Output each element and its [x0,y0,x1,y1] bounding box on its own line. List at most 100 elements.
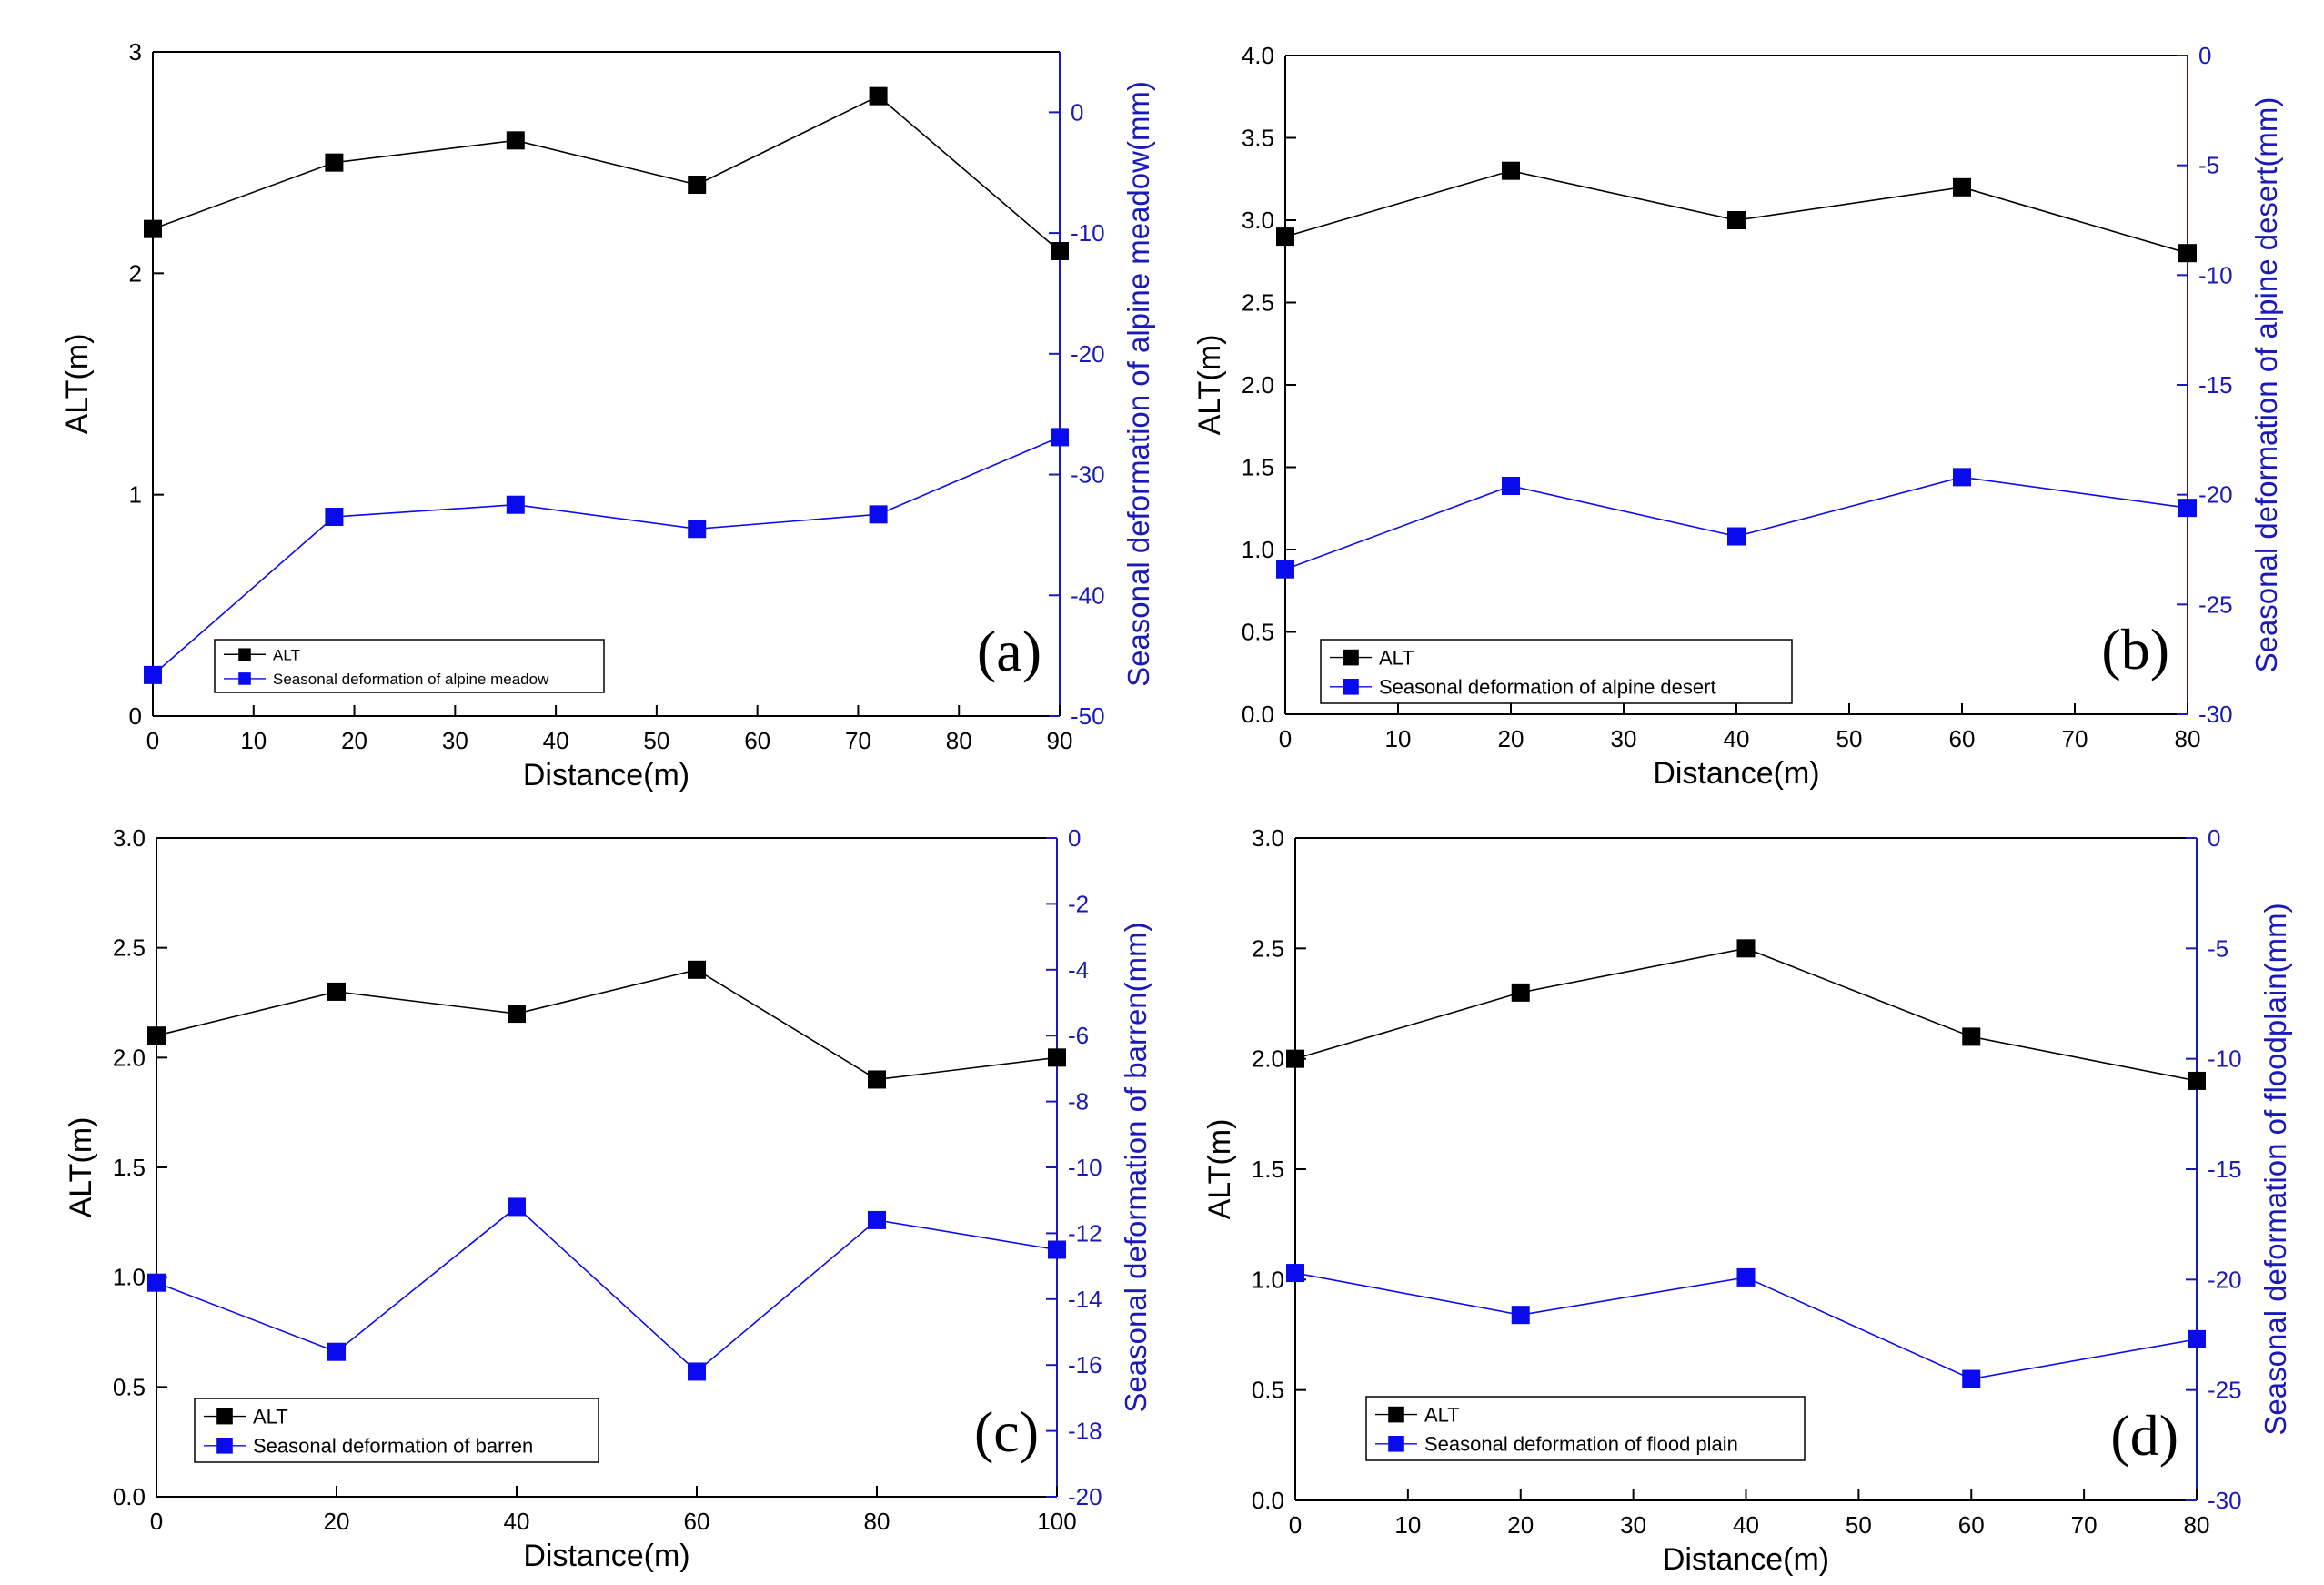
legend-marker [216,1408,233,1425]
data-point-deformation [1286,1264,1304,1283]
y-right-tick-label: -10 [1068,1154,1102,1181]
data-point-alt [1286,1049,1304,1068]
data-point-deformation [1962,1369,1981,1388]
y-right-tick-label: -10 [2208,1045,2242,1073]
data-point-alt [688,176,707,194]
data-point-deformation [688,1362,706,1381]
y-left-tick-label: 3.0 [1252,824,1284,852]
legend: ALT Seasonal deformation of flood plain [1365,1396,1806,1461]
legend-label: ALT [273,646,300,663]
y-right-tick-label: -15 [2208,1156,2242,1183]
legend-marker [238,648,251,661]
data-point-deformation [1736,1267,1756,1287]
data-point-alt [1727,211,1746,229]
x-tick-label: 70 [2062,725,2088,752]
legend-marker [1388,1436,1404,1452]
y-right-tick-label: -18 [1068,1418,1102,1445]
y-left-axis-title: ALT(m) [64,1117,98,1218]
x-tick-label: 30 [1620,1511,1646,1539]
legend-marker [216,1438,233,1454]
x-tick-label: 90 [1047,727,1073,754]
x-tick-label: 30 [1611,725,1637,752]
y-right-tick-label: -20 [1071,340,1105,368]
x-tick-label: 40 [1724,725,1750,752]
panel-label: (b) [2101,617,2169,681]
y-right-tick-label: -30 [2198,701,2233,728]
series-line-deformation [152,436,1061,676]
x-tick-label: 10 [1394,1511,1421,1539]
legend: ALT Seasonal deformation of barren [194,1398,599,1463]
y-right-tick-label: 0 [1068,824,1081,852]
y-left-tick-label: 2.0 [1252,1045,1284,1073]
y-right-tick-label: -6 [1068,1022,1089,1049]
y-right-tick-label: -5 [2198,152,2219,179]
y-right-tick-label: -10 [2198,261,2233,288]
y-right-axis-title: Seasonal deformation of floodplain(mm) [2259,903,2292,1435]
data-point-alt [327,982,346,1001]
data-point-alt [147,1026,166,1045]
y-left-tick-label: 1.0 [113,1264,146,1291]
y-left-tick-label: 0.0 [1252,1487,1284,1514]
x-tick-label: 30 [442,727,468,754]
y-right-tick-label: -2 [1068,890,1089,917]
y-left-tick-label: 0.0 [113,1483,146,1510]
chart-panel-c: 0 20 40 60 80 100 0.0 0.5 1.0 1.5 2.0 2.5 3.0 0 -2 -4 -6… [64,824,1152,1573]
y-left-tick-label: 1.5 [1252,1156,1284,1183]
x-tick-label: 0 [1289,1511,1302,1539]
legend-label: ALT [253,1406,288,1429]
y-left-tick-label: 2.0 [1242,371,1274,399]
data-point-alt [144,219,162,238]
y-left-tick-label: 1.5 [113,1154,146,1181]
chart-panel-b: 0 10 20 30 40 50 60 70 80 0.0 0.5 1.0 1.5 2.0 2.5 3.0 3.… [1192,42,2283,791]
y-right-tick-label: -10 [1071,219,1105,247]
x-tick-label: 100 [1037,1508,1076,1535]
data-point-deformation [1727,527,1746,546]
y-right-axis-title: Seasonal deformation of alpine meadow(mm… [1122,81,1155,687]
x-tick-label: 50 [643,727,669,754]
data-point-deformation [1502,477,1520,496]
x-tick-label: 80 [2184,1511,2210,1539]
y-left-tick-label: 1 [129,481,142,509]
data-point-deformation [1511,1306,1530,1325]
x-tick-label: 70 [845,727,871,754]
data-point-deformation [869,505,888,524]
series-line-alt [156,968,1058,1081]
data-point-alt [508,1005,526,1024]
legend-marker [1343,649,1359,666]
data-point-alt [1276,227,1294,247]
x-tick-label: 60 [1958,1511,1985,1539]
x-tick-label: 20 [324,1508,350,1535]
series-line-deformation [156,1206,1058,1373]
panel-label: (d) [2110,1403,2178,1468]
y-right-tick-label: 0 [2198,42,2211,69]
data-point-alt [325,153,344,172]
x-tick-label: 20 [341,727,367,754]
y-left-tick-label: 4.0 [1242,42,1274,69]
legend-box [214,639,605,693]
data-point-deformation [506,495,525,514]
y-left-tick-label: 0.5 [1252,1377,1284,1404]
y-right-tick-label: -30 [1071,461,1105,489]
legend-marker [1343,679,1359,695]
y-left-tick-label: 0.5 [113,1373,146,1400]
y-right-tick-label: -4 [1068,956,1089,984]
data-point-deformation [1048,1240,1066,1259]
y-right-tick-label: -40 [1071,581,1105,609]
y-left-tick-label: 0.5 [1242,619,1274,646]
y-right-tick-label: -20 [1068,1483,1102,1510]
x-tick-label: 80 [946,727,972,754]
x-tick-label: 80 [2175,725,2201,752]
data-point-deformation [325,508,344,526]
y-left-axis-title: ALT(m) [60,334,95,435]
y-right-tick-label: -12 [1068,1219,1102,1247]
data-point-alt [688,960,706,979]
y-left-axis-title: ALT(m) [1202,1119,1237,1220]
data-point-alt [1051,242,1069,260]
x-tick-label: 0 [150,1508,163,1535]
y-left-tick-label: 2.0 [113,1044,146,1071]
x-tick-label: 70 [2071,1511,2098,1539]
y-right-tick-label: -30 [2208,1487,2242,1514]
legend-box [1365,1396,1806,1461]
x-tick-label: 80 [864,1508,890,1535]
y-left-tick-label: 3.5 [1242,125,1274,152]
